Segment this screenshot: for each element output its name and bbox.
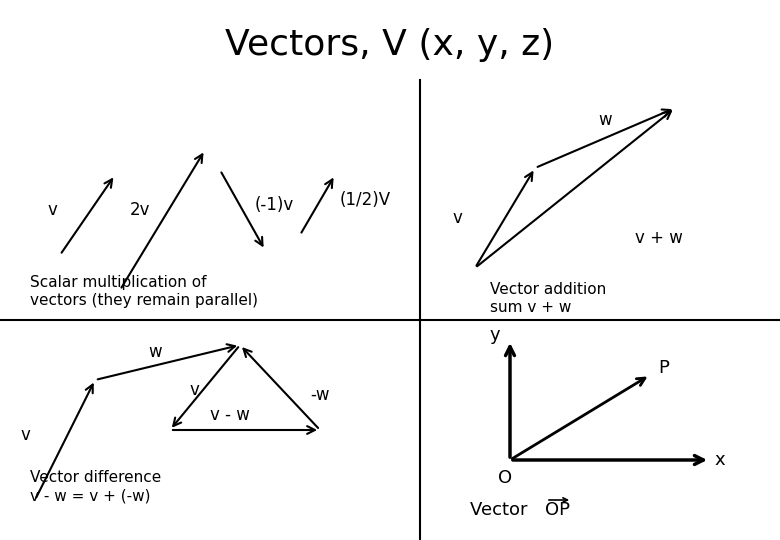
Text: 2v: 2v: [129, 201, 151, 219]
Text: v: v: [190, 381, 200, 399]
Text: v - w = v + (-w): v - w = v + (-w): [30, 489, 151, 503]
Text: -w: -w: [310, 386, 329, 404]
Text: O: O: [498, 469, 512, 487]
Text: P: P: [658, 359, 669, 377]
Text: w: w: [598, 111, 612, 129]
Text: Vector addition: Vector addition: [490, 282, 606, 298]
Text: Vectors, V (x, y, z): Vectors, V (x, y, z): [225, 28, 555, 62]
Text: sum v + w: sum v + w: [490, 300, 572, 315]
Text: v: v: [47, 201, 57, 219]
Text: v: v: [20, 426, 30, 444]
Text: v: v: [452, 209, 462, 227]
Text: (-1)v: (-1)v: [255, 196, 294, 214]
Text: x: x: [714, 451, 725, 469]
Text: y: y: [490, 326, 500, 344]
Text: Scalar multiplication of: Scalar multiplication of: [30, 275, 207, 291]
Text: Vector: Vector: [470, 501, 534, 519]
Text: v - w: v - w: [210, 406, 250, 424]
Text: v + w: v + w: [635, 229, 682, 247]
Text: (1/2)V: (1/2)V: [340, 191, 391, 209]
Text: w: w: [148, 343, 161, 361]
Text: vectors (they remain parallel): vectors (they remain parallel): [30, 294, 258, 308]
Text: OP: OP: [545, 501, 570, 519]
Text: Vector difference: Vector difference: [30, 470, 161, 485]
